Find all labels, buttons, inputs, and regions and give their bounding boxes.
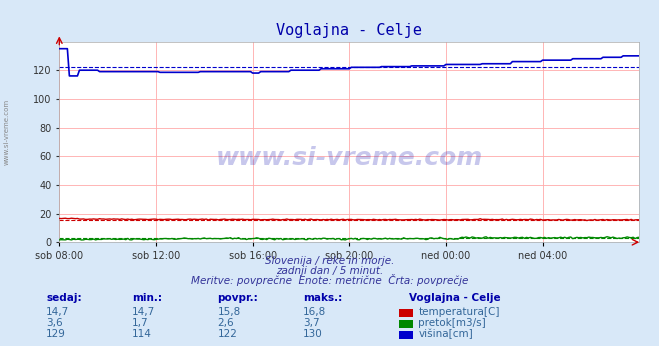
- Bar: [399, 331, 413, 339]
- Text: maks.:: maks.:: [303, 293, 343, 303]
- Text: 130: 130: [303, 329, 323, 339]
- Text: sedaj:: sedaj:: [46, 293, 82, 303]
- Text: višina[cm]: višina[cm]: [418, 329, 473, 339]
- Text: 129: 129: [46, 329, 66, 339]
- Text: 2,6: 2,6: [217, 318, 234, 328]
- Text: Slovenija / reke in morje.: Slovenija / reke in morje.: [265, 256, 394, 266]
- Text: 15,8: 15,8: [217, 307, 241, 317]
- Bar: [399, 320, 413, 328]
- Text: 3,6: 3,6: [46, 318, 63, 328]
- Text: Voglajna - Celje: Voglajna - Celje: [409, 293, 500, 303]
- Bar: [399, 309, 413, 317]
- Title: Voglajna - Celje: Voglajna - Celje: [276, 22, 422, 38]
- Text: pretok[m3/s]: pretok[m3/s]: [418, 318, 486, 328]
- Text: min.:: min.:: [132, 293, 162, 303]
- Text: 3,7: 3,7: [303, 318, 320, 328]
- Text: 14,7: 14,7: [132, 307, 155, 317]
- Text: Meritve: povprečne  Enote: metrične  Črta: povprečje: Meritve: povprečne Enote: metrične Črta:…: [191, 274, 468, 286]
- Text: povpr.:: povpr.:: [217, 293, 258, 303]
- Text: zadnji dan / 5 minut.: zadnji dan / 5 minut.: [276, 266, 383, 276]
- Text: www.si-vreme.com: www.si-vreme.com: [3, 98, 9, 165]
- Text: 1,7: 1,7: [132, 318, 148, 328]
- Text: 122: 122: [217, 329, 237, 339]
- Text: 16,8: 16,8: [303, 307, 326, 317]
- Text: temperatura[C]: temperatura[C]: [418, 307, 500, 317]
- Text: 14,7: 14,7: [46, 307, 69, 317]
- Text: 114: 114: [132, 329, 152, 339]
- Text: www.si-vreme.com: www.si-vreme.com: [215, 146, 483, 170]
